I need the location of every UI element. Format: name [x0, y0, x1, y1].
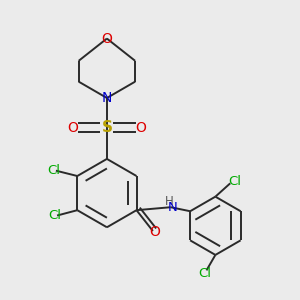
Text: N: N [167, 201, 177, 214]
Text: Cl: Cl [199, 267, 212, 280]
Text: H: H [165, 195, 174, 208]
Text: Cl: Cl [47, 164, 60, 177]
Text: Cl: Cl [228, 175, 241, 188]
Text: S: S [101, 120, 112, 135]
Text: O: O [67, 121, 78, 135]
Text: N: N [102, 91, 112, 105]
Text: O: O [149, 226, 160, 239]
Text: O: O [136, 121, 146, 135]
Text: Cl: Cl [48, 209, 61, 222]
Text: O: O [101, 32, 112, 46]
